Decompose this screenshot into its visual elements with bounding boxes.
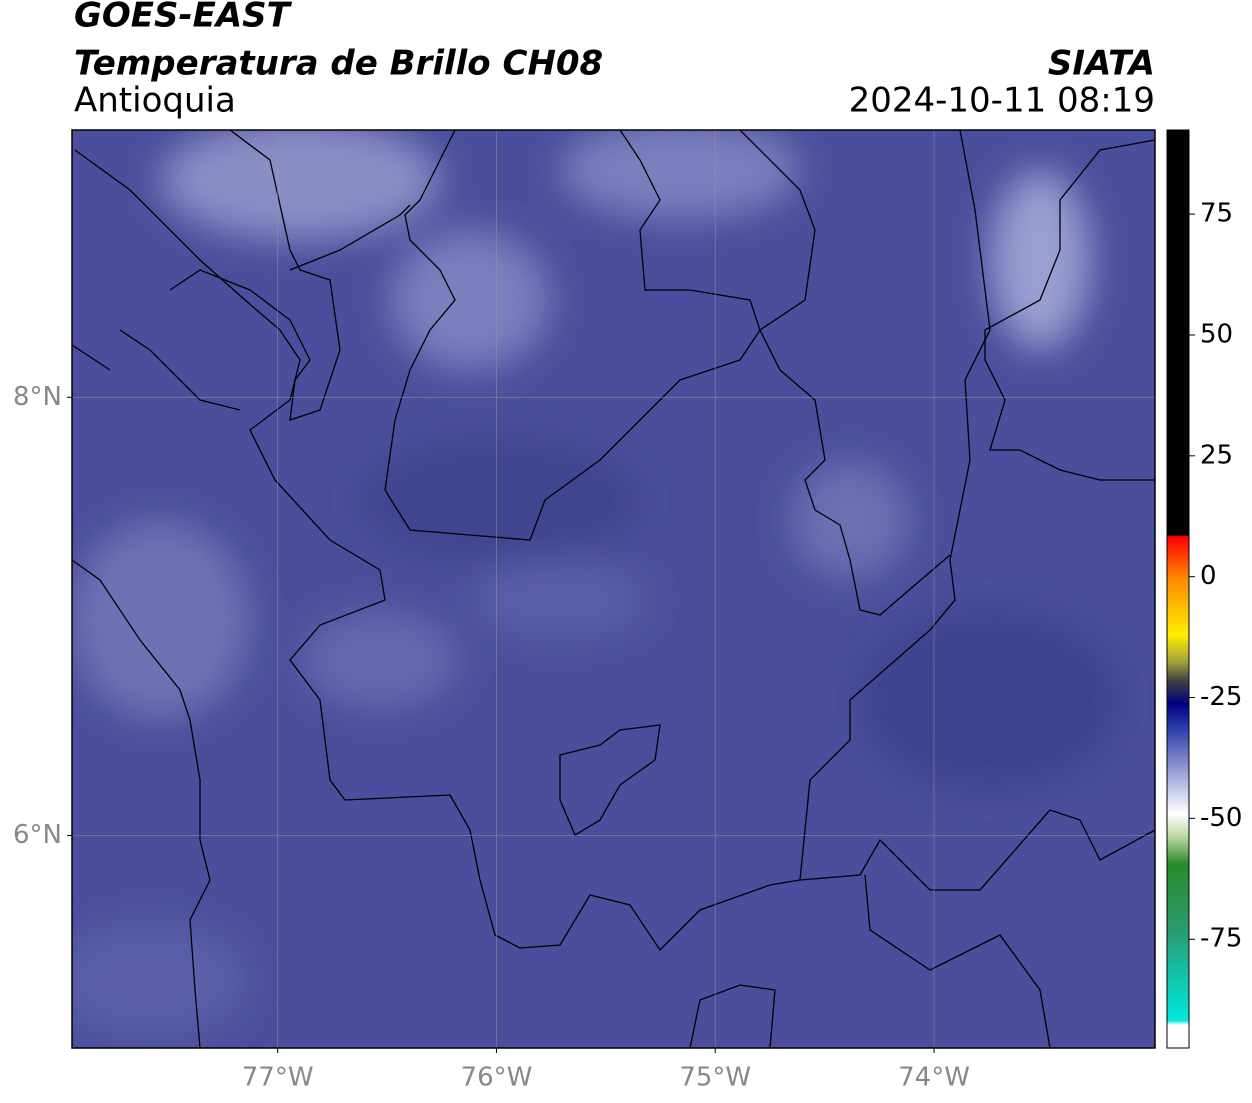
y-tick-label: 8°N xyxy=(13,382,62,412)
colorbar-tick-label: 50 xyxy=(1200,319,1233,349)
colorbar-tick-label: 25 xyxy=(1200,440,1233,470)
colorbar-tick-label: -75 xyxy=(1200,924,1242,954)
colorbar-tick-label: 0 xyxy=(1200,561,1217,591)
x-tick-label: 75°W xyxy=(679,1063,751,1093)
source: SIATA xyxy=(1048,44,1155,84)
colorbar-tick-label: -50 xyxy=(1200,803,1242,833)
datetime: 2024-10-11 08:19 xyxy=(849,81,1155,121)
colorbar-tick-label: -25 xyxy=(1200,682,1242,712)
boundaries xyxy=(72,130,1155,1048)
title: GOES-EAST xyxy=(74,0,293,36)
map-field xyxy=(72,130,1155,1048)
brightness-patches xyxy=(72,130,1120,1040)
x-tick-label: 76°W xyxy=(461,1063,533,1093)
region: Antioquia xyxy=(74,81,236,121)
x-tick-label: 77°W xyxy=(242,1063,314,1093)
y-tick-label: 6°N xyxy=(13,820,62,850)
colorbar xyxy=(1166,129,1190,1049)
subtitle: Temperatura de Brillo CH08 xyxy=(74,44,603,84)
map-frame xyxy=(71,129,1156,1049)
colorbar-tick-label: 75 xyxy=(1200,199,1233,229)
graticule xyxy=(72,130,1155,1048)
x-tick-label: 74°W xyxy=(898,1063,970,1093)
